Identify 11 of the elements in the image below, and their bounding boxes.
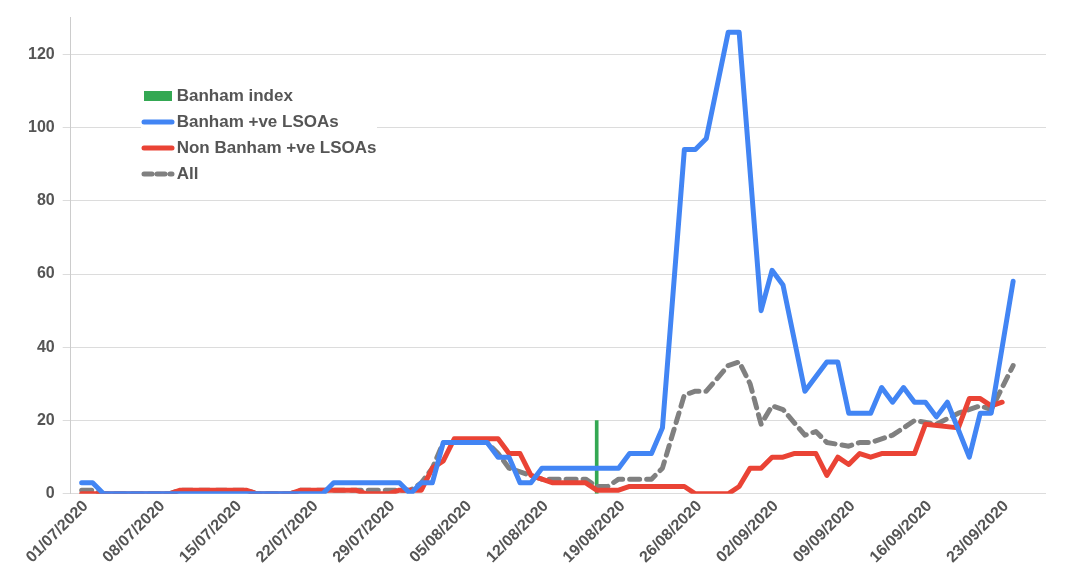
legend-label: All bbox=[176, 162, 199, 185]
y-tick-label: 60 bbox=[36, 264, 55, 282]
y-tick-label: 20 bbox=[36, 410, 55, 428]
legend-label: Non Banham +ve LSOAs bbox=[176, 136, 377, 159]
y-tick-label: 80 bbox=[36, 191, 55, 209]
legend-label: Banham index bbox=[176, 84, 293, 107]
y-tick-label: 0 bbox=[45, 484, 55, 502]
legend-label: Banham +ve LSOAs bbox=[176, 110, 339, 133]
y-tick-label: 40 bbox=[36, 337, 55, 355]
y-tick-label: 120 bbox=[27, 44, 55, 62]
y-tick-label: 100 bbox=[27, 117, 55, 135]
